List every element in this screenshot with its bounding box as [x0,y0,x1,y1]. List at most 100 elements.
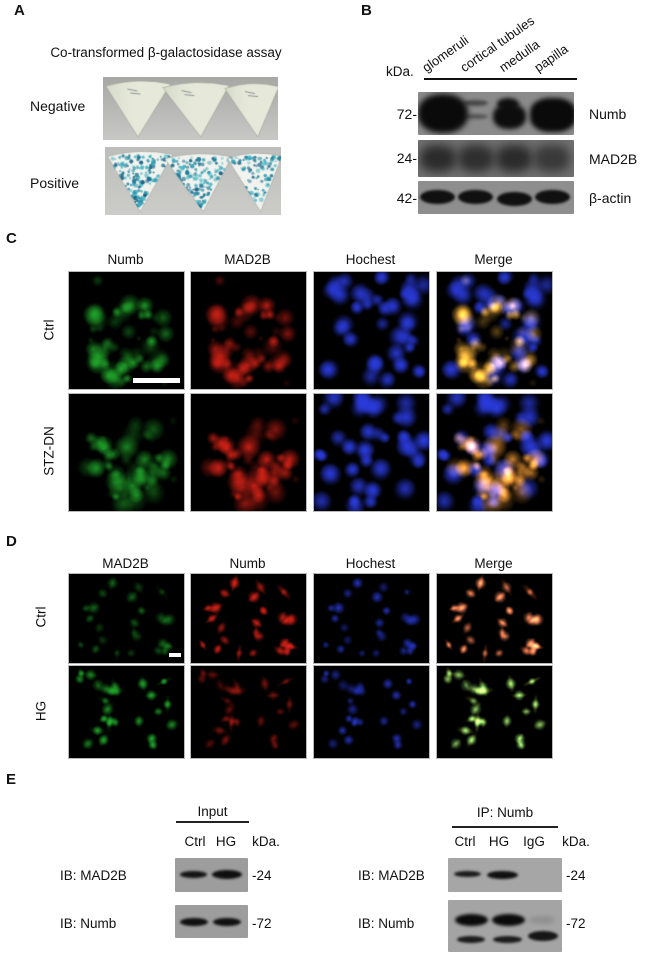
ip-underline [452,826,558,828]
wb-band [535,190,570,204]
wb-band [458,190,493,204]
wb-band [454,871,481,877]
ib-label: IB: Numb [60,916,117,931]
coip-blot-ip-numb [448,900,562,952]
column-header: MAD2B [224,252,271,267]
panel-d-label: D [6,533,17,550]
western-blot-actin [418,181,574,214]
panel-e-label: E [6,771,17,788]
fluorescence-image [436,665,553,759]
fluorescence-image [190,393,307,512]
lane-header-ctrl: Ctrl [184,834,206,849]
wb-band [492,914,525,926]
coip-blot-input-numb [175,905,248,938]
column-header: Numb [229,556,266,571]
mw-marker: -24 [252,868,272,883]
fluorescence-image [313,665,430,759]
column-header: Merge [474,556,513,571]
fluorescence-image [68,271,185,390]
ip-title: IP: Numb [476,805,534,820]
wb-band [496,145,532,172]
lane-header-hg: HG [215,834,237,849]
wb-band [530,98,574,132]
western-blot-numb [418,92,574,135]
scale-bar [133,378,180,383]
lane-header-kda: kDa. [562,834,590,849]
wb-band [529,916,555,924]
column-header: Numb [107,252,144,267]
wb-band [497,192,532,206]
panel-a-row-label-negative: Negative [30,98,86,114]
wb-band [420,145,456,172]
lane-header-igg: IgG [523,834,545,849]
fluorescence-image [68,393,185,512]
fluorescence-image [190,573,307,664]
wb-band [528,931,558,941]
wb-band [534,145,570,172]
panel-b-kda-label: kDa. [386,64,414,79]
western-blot-mad2b [418,140,574,177]
ib-label: IB: Numb [358,916,415,931]
wb-band [418,94,468,133]
panel-b-label: B [361,2,372,19]
coip-blot-ip-mad2b [448,858,562,892]
fluorescence-image [313,393,430,512]
lane-header-hg: HG [488,834,510,849]
row-label-ctrl: Ctrl [33,606,49,628]
mw-marker: 24- [396,150,417,166]
row-label-hg: HG [33,700,49,722]
wb-band [180,918,208,926]
protein-label-numb: Numb [589,106,627,122]
negative-assay-photo [103,77,278,140]
input-title: Input [197,804,228,819]
wb-band [213,918,241,926]
positive-assay-photo [105,147,281,215]
fluorescence-image [436,393,553,512]
wb-band [493,104,526,129]
coip-blot-input-mad2b [175,858,248,892]
mw-marker: -72 [252,916,272,931]
row-label-stz-dn: STZ-DN [41,426,57,476]
lane-underline [424,78,577,80]
wb-band [457,936,485,943]
panel-a-label: A [14,2,25,19]
wb-band [455,914,488,926]
mw-marker: -24 [566,868,586,883]
wb-band [212,870,242,879]
lane-header-ctrl: Ctrl [454,834,476,849]
wb-band [180,871,207,878]
wb-band [493,936,522,943]
fluorescence-image [436,573,553,664]
wb-band [463,114,488,119]
mw-marker: 72- [396,106,417,122]
protein-label-actin: β-actin [589,190,632,206]
column-header: MAD2B [102,556,149,571]
mw-marker: 42- [396,190,417,206]
fluorescence-image [313,573,430,664]
fluorescence-image [436,271,553,390]
ib-label: IB: MAD2B [60,868,127,883]
ib-label: IB: MAD2B [358,868,425,883]
fluorescence-image [68,665,185,759]
fluorescence-image [313,271,430,390]
mw-marker: -72 [566,916,586,931]
wb-band [463,100,488,106]
lane-header-kda: kDa. [252,834,280,849]
fluorescence-image [68,573,185,664]
wb-band [458,145,494,172]
panel-a-title: Co-transformed β-galactosidase assay [50,45,282,60]
column-header: Merge [474,252,513,267]
row-label-ctrl: Ctrl [41,319,57,341]
fluorescence-image [190,271,307,390]
column-header: Hochest [345,252,396,267]
panel-c-label: C [6,230,17,247]
column-header: Hochest [345,556,396,571]
scale-bar [169,653,181,657]
wb-band [420,190,455,204]
input-underline [176,821,249,823]
panel-a-row-label-positive: Positive [30,175,80,191]
protein-label-mad2b: MAD2B [589,151,638,167]
fluorescence-image [190,665,307,759]
wb-band [487,871,518,879]
